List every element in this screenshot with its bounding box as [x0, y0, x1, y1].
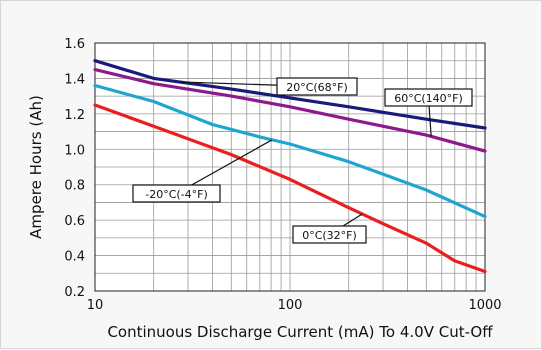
annotation-box [292, 225, 367, 244]
series-line [93, 59, 487, 130]
y-tick-label: 0.4 [64, 250, 85, 265]
series-line [93, 103, 487, 274]
plot-border [94, 42, 486, 292]
y-tick-label: 1.2 [64, 108, 85, 123]
y-tick-label: 0.6 [64, 214, 85, 229]
y-tick-label: 1.6 [64, 37, 85, 52]
annotation-box [276, 77, 358, 96]
annotation-label: 20°C(68°F) [286, 81, 348, 94]
series-line [93, 68, 487, 153]
annotation-label: 0°C(32°F) [302, 229, 357, 242]
annotation-label: 60°C(140°F) [394, 92, 463, 105]
x-axis-title: Continuous Discharge Current (mA) To 4.0… [107, 323, 493, 341]
x-tick-label: 10 [87, 298, 104, 313]
x-tick-label: 1000 [468, 298, 501, 313]
annotation-box [384, 88, 473, 107]
x-tick-label: 100 [278, 298, 303, 313]
series-line [93, 83, 487, 219]
y-tick-label: 1.0 [64, 143, 85, 158]
annotation-label: -20°C(-4°F) [145, 188, 208, 201]
annotation-box [132, 184, 221, 203]
y-tick-label: 0.2 [64, 285, 85, 300]
y-tick-label: 0.8 [64, 179, 85, 194]
y-tick-label: 1.4 [64, 72, 85, 87]
y-axis-title: Ampere Hours (Ah) [27, 95, 45, 239]
